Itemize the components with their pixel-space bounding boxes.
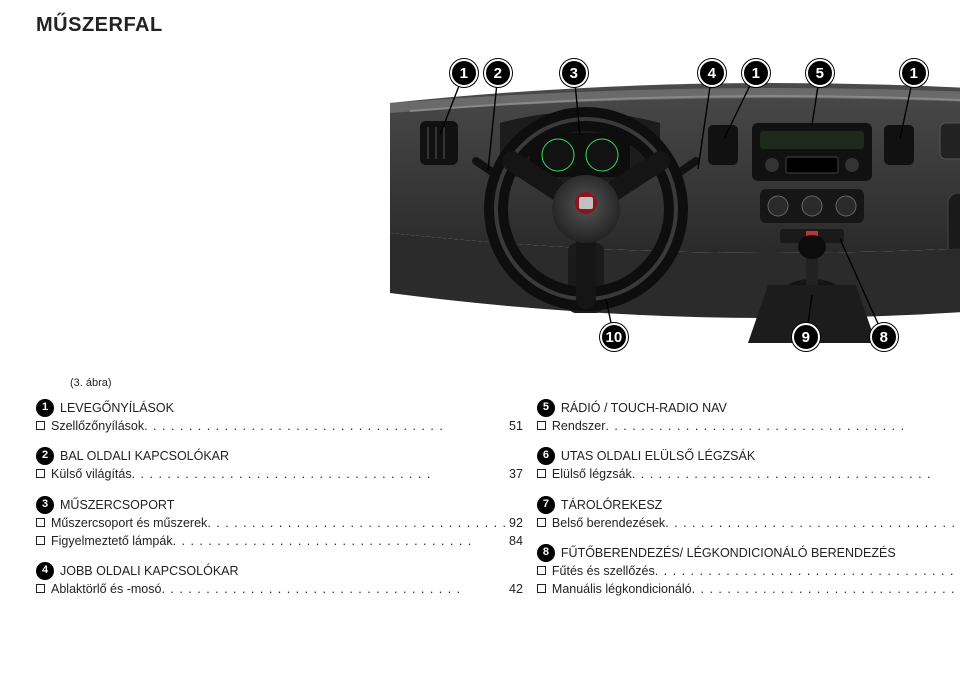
checkbox-icon — [537, 469, 546, 478]
checkbox-icon — [36, 518, 45, 527]
legend-section-head: 6 UTAS OLDALI ELÜLSŐ LÉGZSÁK — [537, 447, 960, 465]
legend-item-page: 42 — [507, 580, 523, 598]
page-title: MŰSZERFAL — [36, 14, 960, 37]
callout-3: 3 — [560, 59, 588, 87]
legend-item-page: 37 — [507, 465, 523, 483]
legend-heading: UTAS OLDALI ELÜLSŐ LÉGZSÁK — [561, 447, 755, 465]
checkbox-icon — [537, 566, 546, 575]
legend-bullet: 8 — [537, 544, 555, 562]
legend-item: Szellőzőnyílások 51 — [36, 417, 523, 435]
legend-bullet: 3 — [36, 496, 54, 514]
callout-2: 2 — [484, 59, 512, 87]
legend-item-label: Szellőzőnyílások — [51, 417, 144, 435]
legend-section: 4 JOBB OLDALI KAPCSOLÓKARAblaktörlő és -m… — [36, 562, 523, 598]
legend-item: Műszercsoport és műszerek 92 — [36, 514, 523, 532]
legend-item: Belső berendezések 65 — [537, 514, 960, 532]
legend-item: Elülső légzsák 103 — [537, 465, 960, 483]
callout-4: 4 — [698, 59, 726, 87]
legend-heading: JOBB OLDALI KAPCSOLÓKAR — [60, 562, 239, 580]
figure-caption: (3. ábra) — [70, 377, 960, 389]
legend-bullet: 7 — [537, 496, 555, 514]
legend-item-label: Rendszer — [552, 417, 606, 435]
legend-section-head: 7 TÁROLÓREKESZ — [537, 496, 960, 514]
legend-heading: RÁDIÓ / TOUCH-RADIO NAV — [561, 399, 727, 417]
legend-item-label: Ablaktörlő és -mosó — [51, 580, 161, 598]
callout-9: 9 — [792, 323, 820, 351]
legend-section: 5 RÁDIÓ / TOUCH-RADIO NAVRendszer 72 — [537, 399, 960, 435]
legend-section: 3 MŰSZERCSOPORTMűszercsoport és műszerek … — [36, 496, 523, 550]
legend-item: Fűtés és szellőzés 50 — [537, 562, 960, 580]
callout-1: 1 — [900, 59, 928, 87]
legend-heading: BAL OLDALI KAPCSOLÓKAR — [60, 447, 229, 465]
callout-1: 1 — [450, 59, 478, 87]
legend-heading: LEVEGŐNYÍLÁSOK — [60, 399, 174, 417]
legend-section: 8 FŰTŐBERENDEZÉS/ LÉGKONDICIONÁLÓ BERENDE… — [537, 544, 960, 598]
legend-bullet: 5 — [537, 399, 555, 417]
legend-item-label: Belső berendezések — [552, 514, 665, 532]
legend-item-label: Figyelmeztető lámpák — [51, 532, 173, 550]
legend-item: Rendszer 72 — [537, 417, 960, 435]
legend-item-page: 92 — [507, 514, 523, 532]
callout-1: 1 — [742, 59, 770, 87]
legend-item: Manuális légkondicionáló 52 — [537, 580, 960, 598]
dashboard-figure: 12341516110987 — [380, 43, 960, 371]
legend-section: 6 UTAS OLDALI ELÜLSŐ LÉGZSÁKElülső légzsá… — [537, 447, 960, 483]
legend-item-page: 84 — [507, 532, 523, 550]
legend-col-1: 1 LEVEGŐNYÍLÁSOKSzellőzőnyílások 51 2 BAL O… — [36, 399, 523, 610]
callout-10: 10 — [600, 323, 628, 351]
checkbox-icon — [36, 421, 45, 430]
legend-item-label: Fűtés és szellőzés — [552, 562, 655, 580]
legend-col-2: 5 RÁDIÓ / TOUCH-RADIO NAVRendszer 72 6 UTAS… — [537, 399, 960, 610]
legend-columns: 1 LEVEGŐNYÍLÁSOKSzellőzőnyílások 51 2 BAL O… — [36, 399, 960, 610]
legend-bullet: 4 — [36, 562, 54, 580]
checkbox-icon — [537, 584, 546, 593]
callout-8: 8 — [870, 323, 898, 351]
legend-section: 7 TÁROLÓREKESZBelső berendezések 65 — [537, 496, 960, 532]
legend-section-head: 2 BAL OLDALI KAPCSOLÓKAR — [36, 447, 523, 465]
legend-heading: MŰSZERCSOPORT — [60, 496, 174, 514]
legend-heading: FŰTŐBERENDEZÉS/ LÉGKONDICIONÁLÓ BERENDEZ… — [561, 544, 896, 562]
legend-section-head: 3 MŰSZERCSOPORT — [36, 496, 523, 514]
legend-item: Ablaktörlő és -mosó 42 — [36, 580, 523, 598]
legend-bullet: 2 — [36, 447, 54, 465]
legend-bullet: 1 — [36, 399, 54, 417]
checkbox-icon — [36, 469, 45, 478]
legend-item-label: Külső világítás — [51, 465, 132, 483]
legend-section: 2 BAL OLDALI KAPCSOLÓKARKülső világítás 3… — [36, 447, 523, 483]
legend-item-label: Műszercsoport és műszerek — [51, 514, 207, 532]
checkbox-icon — [36, 584, 45, 593]
dashboard-illustration — [380, 43, 960, 353]
legend-section-head: 1 LEVEGŐNYÍLÁSOK — [36, 399, 523, 417]
legend-section: 1 LEVEGŐNYÍLÁSOKSzellőzőnyílások 51 — [36, 399, 523, 435]
legend-item-label: Elülső légzsák — [552, 465, 632, 483]
legend-item: Külső világítás 37 — [36, 465, 523, 483]
callout-5: 5 — [806, 59, 834, 87]
checkbox-icon — [36, 536, 45, 545]
legend-section-head: 4 JOBB OLDALI KAPCSOLÓKAR — [36, 562, 523, 580]
legend-item-page: 51 — [507, 417, 523, 435]
legend-bullet: 6 — [537, 447, 555, 465]
legend-item-label: Manuális légkondicionáló — [552, 580, 692, 598]
checkbox-icon — [537, 518, 546, 527]
legend-heading: TÁROLÓREKESZ — [561, 496, 662, 514]
checkbox-icon — [537, 421, 546, 430]
legend-item: Figyelmeztető lámpák 84 — [36, 532, 523, 550]
legend-section-head: 5 RÁDIÓ / TOUCH-RADIO NAV — [537, 399, 960, 417]
legend-section-head: 8 FŰTŐBERENDEZÉS/ LÉGKONDICIONÁLÓ BERENDE… — [537, 544, 960, 562]
